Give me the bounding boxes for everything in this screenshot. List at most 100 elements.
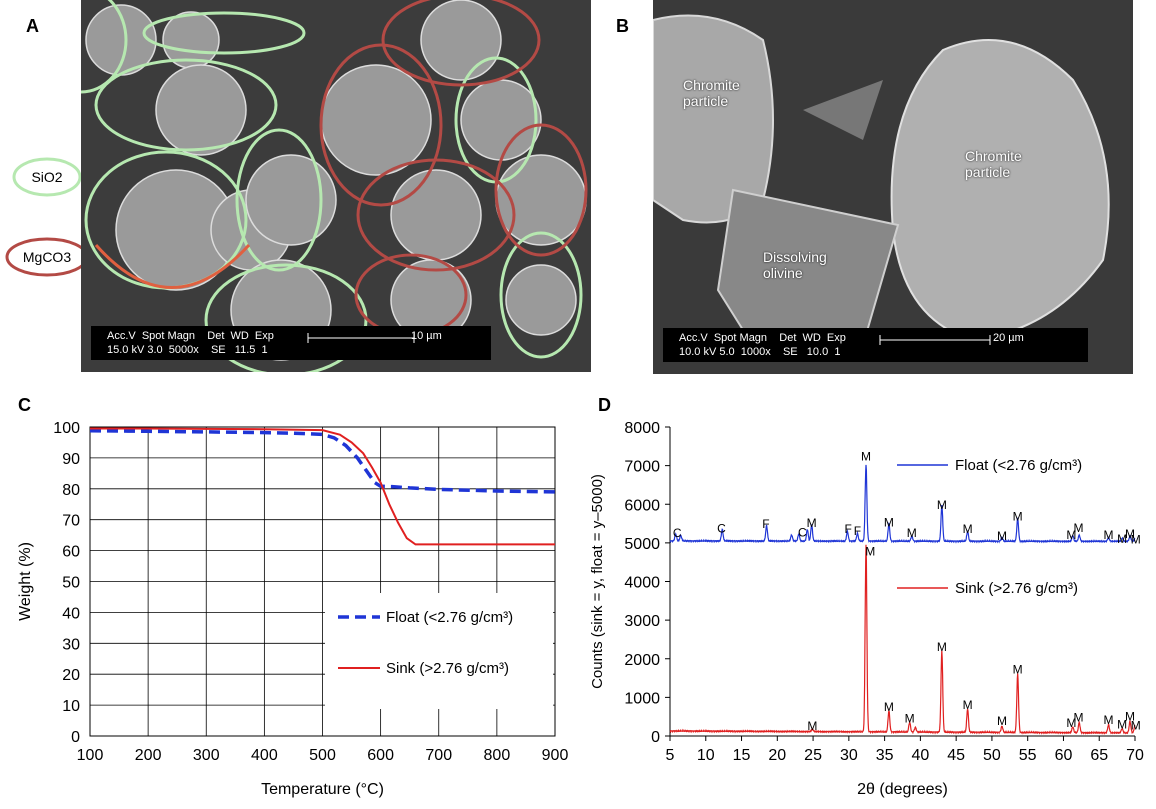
phase-label-float: C [717, 521, 726, 535]
mgco3-ellipses [319, 0, 588, 337]
x-tick-label: 15 [733, 747, 751, 764]
x-tick-label: 5 [666, 747, 675, 764]
x-tick-label: 65 [1090, 747, 1108, 764]
scalebar-b: Acc.V Spot Magn Det WD Exp 10.0 kV 5.0 1… [663, 328, 1088, 362]
legend-d-float: Float (<2.76 g/cm³) [897, 457, 1082, 474]
x-tick-label: 200 [135, 747, 162, 764]
y-tick-label: 100 [53, 420, 80, 437]
panel-letter-d: D [598, 395, 611, 415]
x-axis-title: Temperature (°C) [261, 781, 384, 798]
phase-label-float: M [1131, 533, 1141, 547]
legend-label: Float (<2.76 g/cm³) [386, 609, 513, 626]
phase-label-float: M [807, 516, 817, 530]
phase-label-sink: M [1131, 718, 1141, 732]
y-tick-label: 80 [62, 482, 80, 499]
legend-box [325, 593, 553, 709]
phase-label-sink: M [807, 719, 817, 733]
label-chromite-1: Chromite particle [683, 77, 740, 109]
x-tick-label: 100 [77, 747, 104, 764]
phase-label-sink: M [905, 711, 915, 725]
label-olivine: Dissolving olivine [763, 249, 827, 281]
phase-label-float: M [861, 450, 871, 464]
sem-image-b: Chromite particle Chromite particle Diss… [653, 0, 1133, 374]
scalebar-b-row1: Acc.V Spot Magn Det WD Exp [679, 332, 846, 344]
y-tick-label: 70 [62, 513, 80, 530]
y-tick-label: 3000 [624, 613, 660, 630]
x-tick-label: 60 [1055, 747, 1073, 764]
phase-label-sink: M [937, 640, 947, 654]
legend-label: Sink (>2.76 g/cm³) [386, 660, 509, 677]
crystal-clusters [85, 0, 587, 361]
scalebar-a-line [307, 333, 415, 343]
phase-label-sink: M [997, 714, 1007, 728]
scalebar-a-row2: 15.0 kV 3.0 5000x SE 11.5 1 [107, 344, 268, 356]
phase-label-sink: M [1073, 711, 1083, 725]
scalebar-a: Acc.V Spot Magn Det WD Exp 15.0 kV 3.0 5… [91, 326, 491, 360]
x-tick-label: 900 [542, 747, 569, 764]
y-tick-label: 30 [62, 636, 80, 653]
small-fragment [803, 80, 883, 140]
y-tick-label: 4000 [624, 575, 660, 592]
series-line-sink [669, 544, 1136, 735]
x-tick-label: 55 [1019, 747, 1037, 764]
phase-label-sink: M [865, 545, 875, 559]
phase-label-float: C [673, 526, 682, 540]
x-tick-label: 400 [251, 747, 278, 764]
x-axis-title: 2θ (degrees) [857, 781, 948, 798]
chromite-particle-right [890, 39, 1110, 342]
x-tick-label: 35 [876, 747, 894, 764]
sio2-legend-label: SiO2 [31, 169, 63, 185]
y-tick-label: 10 [62, 698, 80, 715]
y-axis-title: Weight (%) [17, 542, 34, 621]
scalebar-a-row1: Acc.V Spot Magn Det WD Exp [107, 330, 274, 342]
legend-c: Float (<2.76 g/cm³) Sink (>2.76 g/cm³) [325, 593, 553, 709]
y-tick-label: 40 [62, 605, 80, 622]
phase-label-float: M [1073, 521, 1083, 535]
sem-image-b-drawing [653, 0, 1133, 374]
phase-label-float: C [798, 525, 807, 539]
x-tick-label: 10 [697, 747, 715, 764]
phase-label-float: F [854, 524, 861, 538]
y-tick-label: 6000 [624, 497, 660, 514]
scalebar-a-label: 10 µm [411, 330, 442, 342]
legend-label: Float (<2.76 g/cm³) [955, 457, 1082, 474]
phase-label-float: F [762, 517, 769, 531]
phase-label-float: M [937, 498, 947, 512]
x-tick-label: 40 [911, 747, 929, 764]
x-tick-label: 20 [768, 747, 786, 764]
series-line-float [669, 464, 1136, 544]
phase-label-float: M [963, 522, 973, 536]
label-chromite-2: Chromite particle [965, 148, 1022, 180]
phase-label-float: M [907, 526, 917, 540]
mgco3-legend-label: MgCO3 [22, 249, 72, 265]
phase-label-sink: M [1117, 718, 1127, 732]
series-line-float [89, 428, 556, 494]
phase-label-sink: M [884, 700, 894, 714]
phase-label-float: M [884, 515, 894, 529]
phase-label-float: M [1104, 528, 1114, 542]
y-axis-title: Counts (sink = y, float = y–5000) [589, 474, 606, 689]
phase-label-sink: M [1104, 713, 1114, 727]
scalebar-b-line [879, 335, 991, 345]
y-tick-label: 5000 [624, 536, 660, 553]
sem-image-a-drawing [81, 0, 591, 372]
x-tick-label: 50 [983, 747, 1001, 764]
legend-label: Sink (>2.76 g/cm³) [955, 580, 1078, 597]
phase-label-float: M [1125, 527, 1135, 541]
y-tick-label: 20 [62, 667, 80, 684]
chart-d: 0 1000 2000 3000 4000 5000 6000 7000 8000 5 10 15 20… [589, 420, 1144, 798]
y-tick-label: 50 [62, 575, 80, 592]
sem-image-a: Acc.V Spot Magn Det WD Exp 15.0 kV 3.0 5… [81, 0, 591, 372]
panel-letter-c: C [18, 395, 31, 415]
scalebar-b-label: 20 µm [993, 332, 1024, 344]
x-tick-label: 25 [804, 747, 822, 764]
x-tick-label: 300 [193, 747, 220, 764]
y-tick-label: 1000 [624, 690, 660, 707]
phase-label-float: M [997, 529, 1007, 543]
x-tick-label: 600 [367, 747, 394, 764]
sio2-legend-ellipse [12, 157, 82, 197]
panel-letter-b: B [616, 16, 629, 36]
y-tick-label: 60 [62, 544, 80, 561]
legend-d-sink: Sink (>2.76 g/cm³) [897, 580, 1078, 597]
x-tick-label: 700 [425, 747, 452, 764]
